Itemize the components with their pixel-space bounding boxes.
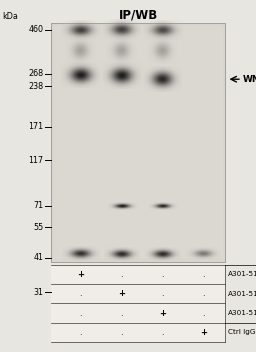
Text: +: + [200, 328, 207, 337]
Text: 55: 55 [33, 222, 44, 232]
Text: .: . [79, 289, 82, 298]
Text: A301-515A-2: A301-515A-2 [228, 291, 256, 297]
Text: .: . [161, 270, 164, 279]
Text: 117: 117 [28, 156, 44, 165]
Text: .: . [120, 309, 123, 318]
Text: .: . [161, 289, 164, 298]
Text: WNK1: WNK1 [243, 75, 256, 84]
Text: IP/WB: IP/WB [119, 9, 158, 22]
Text: .: . [120, 328, 123, 337]
Text: 238: 238 [28, 82, 44, 91]
Text: A301-515A-3: A301-515A-3 [228, 310, 256, 316]
Bar [54, 26, 223, 259]
Text: +: + [118, 289, 125, 298]
Text: +: + [77, 270, 84, 279]
Text: 460: 460 [28, 25, 44, 34]
Text: .: . [202, 289, 205, 298]
Text: .: . [161, 328, 164, 337]
Text: .: . [79, 328, 82, 337]
Text: .: . [202, 309, 205, 318]
Text: 268: 268 [28, 69, 44, 78]
Bar [51, 23, 225, 262]
Text: .: . [120, 270, 123, 279]
Text: .: . [202, 270, 205, 279]
Text: Ctrl IgG: Ctrl IgG [228, 329, 255, 335]
Text: kDa: kDa [3, 12, 18, 21]
Text: A301-514A: A301-514A [228, 271, 256, 277]
Text: +: + [159, 309, 166, 318]
Text: 71: 71 [33, 201, 44, 210]
Text: 31: 31 [34, 288, 44, 297]
Text: 171: 171 [28, 122, 44, 131]
Bar [51, 265, 225, 342]
Text: 41: 41 [34, 253, 44, 262]
Text: .: . [79, 309, 82, 318]
